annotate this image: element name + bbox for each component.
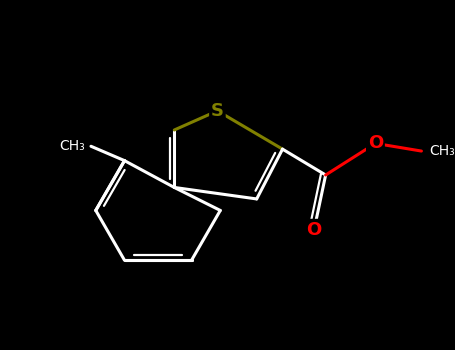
Text: S: S: [211, 102, 224, 120]
Text: O: O: [368, 134, 383, 152]
Text: CH₃: CH₃: [429, 144, 455, 158]
Text: O: O: [307, 220, 322, 239]
Text: CH₃: CH₃: [60, 139, 85, 153]
